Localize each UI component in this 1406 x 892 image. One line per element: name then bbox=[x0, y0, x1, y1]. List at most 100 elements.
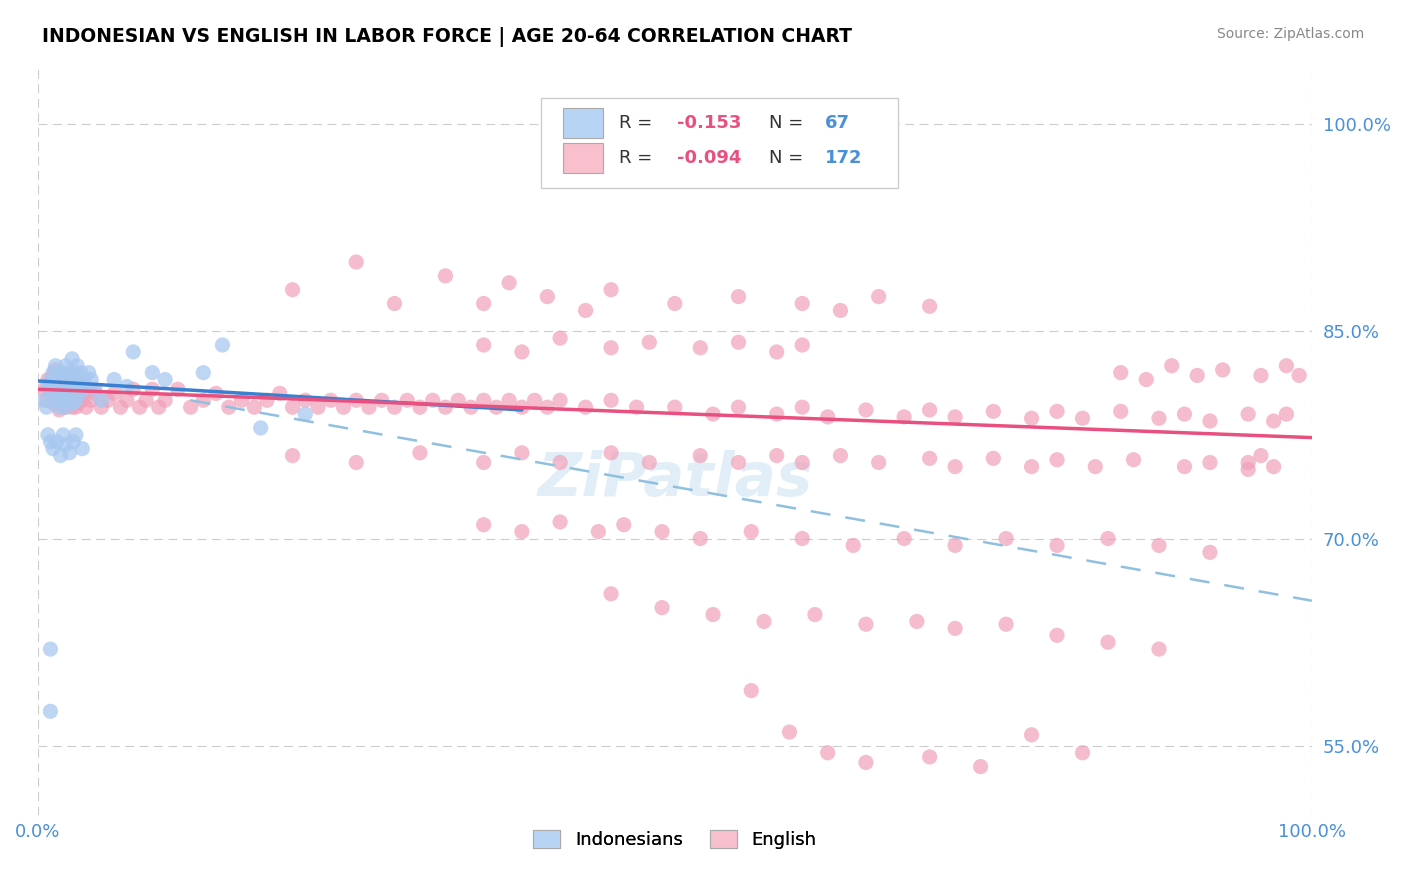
Point bbox=[702, 407, 724, 421]
Point bbox=[1237, 407, 1260, 421]
Point bbox=[1263, 414, 1285, 428]
Point bbox=[1097, 635, 1119, 649]
Point bbox=[548, 515, 571, 529]
Point bbox=[49, 384, 72, 399]
Point bbox=[727, 455, 749, 469]
Point bbox=[1084, 459, 1107, 474]
Point bbox=[62, 434, 84, 449]
Point bbox=[1250, 449, 1272, 463]
Point bbox=[409, 400, 432, 414]
Point bbox=[37, 373, 59, 387]
Point bbox=[39, 642, 62, 657]
Point bbox=[128, 400, 150, 414]
FancyBboxPatch shape bbox=[562, 108, 603, 138]
Point bbox=[39, 434, 62, 449]
Point bbox=[243, 400, 266, 414]
Point bbox=[409, 446, 432, 460]
Point bbox=[1288, 368, 1310, 383]
Point bbox=[830, 303, 852, 318]
Point bbox=[548, 455, 571, 469]
Point bbox=[664, 296, 686, 310]
Point bbox=[256, 393, 278, 408]
Point bbox=[472, 393, 495, 408]
Point bbox=[45, 376, 67, 391]
Point bbox=[384, 400, 406, 414]
Point bbox=[35, 393, 58, 408]
Point bbox=[70, 366, 93, 380]
Point bbox=[69, 389, 91, 403]
Point bbox=[90, 400, 112, 414]
Point bbox=[1199, 545, 1222, 559]
Point bbox=[344, 255, 367, 269]
Point bbox=[918, 403, 941, 417]
Point bbox=[166, 382, 188, 396]
Point bbox=[49, 368, 72, 383]
Point bbox=[45, 434, 67, 449]
Point bbox=[498, 276, 520, 290]
Point bbox=[460, 400, 482, 414]
Point bbox=[39, 376, 62, 391]
Point bbox=[905, 615, 928, 629]
Point bbox=[434, 268, 457, 283]
Point bbox=[447, 393, 470, 408]
Point bbox=[765, 449, 787, 463]
Point bbox=[32, 393, 55, 408]
Point bbox=[66, 359, 89, 373]
Point bbox=[77, 366, 100, 380]
Point bbox=[249, 421, 271, 435]
Point bbox=[472, 296, 495, 310]
Point bbox=[56, 389, 79, 403]
Point bbox=[1109, 404, 1132, 418]
Point bbox=[294, 393, 316, 408]
Point bbox=[53, 382, 76, 396]
Point bbox=[1046, 628, 1069, 642]
Point bbox=[58, 393, 80, 408]
Point bbox=[600, 587, 623, 601]
Point bbox=[344, 455, 367, 469]
Point bbox=[52, 427, 75, 442]
Point bbox=[115, 393, 138, 408]
Point bbox=[55, 437, 77, 451]
Point bbox=[651, 600, 673, 615]
Point bbox=[588, 524, 610, 539]
Legend: Indonesians, English: Indonesians, English bbox=[524, 821, 825, 858]
Point bbox=[855, 403, 877, 417]
Point bbox=[80, 373, 103, 387]
Point bbox=[51, 376, 73, 390]
Point bbox=[45, 396, 67, 410]
Point bbox=[536, 400, 558, 414]
FancyBboxPatch shape bbox=[562, 144, 603, 173]
Point bbox=[72, 442, 94, 456]
Point bbox=[75, 400, 97, 414]
Point bbox=[44, 359, 66, 373]
Point bbox=[65, 427, 87, 442]
Point bbox=[981, 404, 1004, 418]
Point bbox=[42, 393, 65, 408]
Point bbox=[42, 366, 65, 380]
Point bbox=[135, 393, 157, 408]
Point bbox=[510, 446, 533, 460]
Point bbox=[626, 400, 648, 414]
Point bbox=[830, 449, 852, 463]
Point bbox=[62, 396, 84, 410]
Point bbox=[231, 393, 253, 408]
Point bbox=[44, 363, 66, 377]
Point bbox=[205, 386, 228, 401]
Point bbox=[689, 341, 711, 355]
Point bbox=[1109, 366, 1132, 380]
Point bbox=[69, 386, 91, 401]
Point bbox=[1135, 373, 1157, 387]
Point bbox=[548, 393, 571, 408]
Point bbox=[42, 396, 65, 410]
Point bbox=[472, 455, 495, 469]
Point bbox=[281, 283, 304, 297]
Point bbox=[523, 393, 546, 408]
Point bbox=[65, 379, 87, 393]
Point bbox=[58, 446, 80, 460]
Point bbox=[32, 382, 55, 396]
Point bbox=[45, 373, 67, 387]
Point bbox=[37, 379, 59, 393]
Point bbox=[792, 532, 814, 546]
Point bbox=[49, 366, 72, 380]
Point bbox=[893, 532, 915, 546]
